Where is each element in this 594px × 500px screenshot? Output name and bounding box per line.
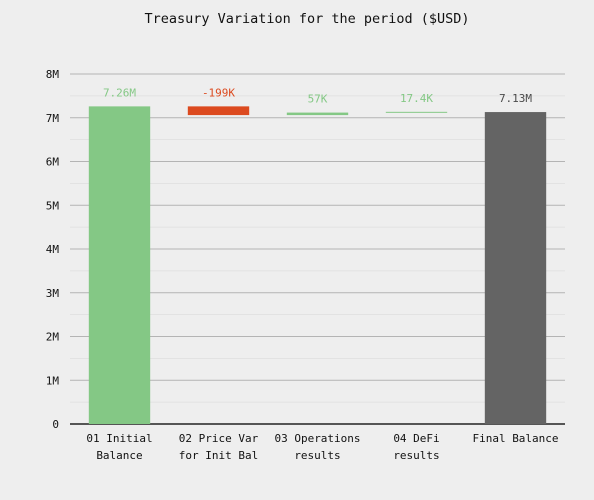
- x-tick-label: Final Balance: [472, 432, 558, 445]
- y-tick-label: 5M: [46, 199, 60, 212]
- data-labels: 7.26M -199K 57K 17.4K 7.13M: [103, 86, 532, 105]
- data-label: 57K: [308, 93, 328, 106]
- y-tick-label: 4M: [46, 243, 60, 256]
- y-axis-ticks: 0 1M 2M 3M 4M 5M 6M 7M 8M: [46, 68, 60, 431]
- bar-4: [385, 111, 448, 113]
- x-axis-ticks: 01 Initial Balance 02 Price Var for Init Ba…: [86, 432, 558, 462]
- x-tick-label: 03 Operations: [274, 432, 360, 445]
- x-tick-label: Balance: [96, 449, 142, 462]
- bar-5: [484, 112, 547, 424]
- chart-title: Treasury Variation for the period ($USD): [144, 11, 470, 27]
- y-tick-label: 7M: [46, 112, 60, 125]
- y-tick-label: 3M: [46, 287, 60, 300]
- y-tick-label: 0: [52, 418, 59, 431]
- bar-1: [88, 106, 151, 424]
- data-label: -199K: [202, 86, 235, 99]
- y-tick-label: 8M: [46, 68, 60, 81]
- grid-layer: [70, 73, 565, 425]
- bar-3: [286, 112, 349, 116]
- x-tick-label: 02 Price Var: [179, 432, 259, 445]
- y-tick-label: 2M: [46, 331, 60, 344]
- x-tick-label: results: [393, 449, 439, 462]
- data-label: 7.13M: [499, 92, 532, 105]
- x-tick-label: for Init Bal: [179, 449, 258, 462]
- bar-2: [187, 106, 250, 116]
- y-tick-label: 6M: [46, 156, 60, 169]
- data-label: 7.26M: [103, 86, 136, 99]
- data-label: 17.4K: [400, 92, 433, 105]
- y-tick-label: 1M: [46, 374, 60, 387]
- x-tick-label: results: [294, 449, 340, 462]
- x-tick-label: 01 Initial: [86, 432, 152, 445]
- bars: [88, 106, 547, 424]
- x-tick-label: 04 DeFi: [393, 432, 439, 445]
